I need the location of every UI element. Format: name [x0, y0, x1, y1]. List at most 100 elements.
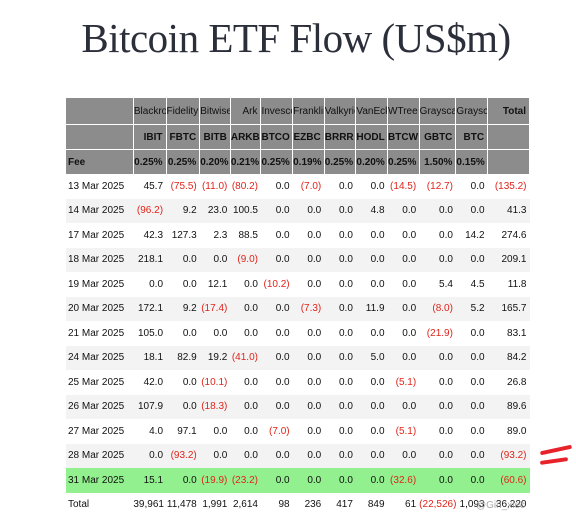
row-total-cell: 165.7: [487, 296, 530, 321]
flow-cell: 0.0: [419, 419, 456, 444]
fee-row: Fee 0.25% 0.25% 0.20% 0.21% 0.25% 0.19% 0.25% 0.…: [66, 149, 530, 174]
corner-cell: [487, 124, 530, 150]
total-row: Total 39,961 11,478 1,991 2,614 98 236 417 849 61…: [66, 492, 530, 517]
row-total-cell: 89.0: [487, 419, 530, 444]
flow-cell: 0.0: [324, 345, 356, 370]
fee-cell: 0.25%: [260, 149, 294, 174]
provider-header: Blackrock: [133, 98, 167, 125]
fee-cell: 0.20%: [355, 149, 389, 174]
flow-cell: 0.0: [324, 468, 356, 493]
flow-cell: 0.0: [260, 468, 293, 493]
ticker-header: BITB: [199, 124, 231, 150]
flow-cell: 0.0: [455, 198, 488, 223]
row-total-cell: 209.1: [487, 247, 530, 272]
row-total-cell: 274.6: [487, 223, 530, 248]
row-total-cell: 89.6: [487, 394, 530, 419]
flow-cell: 11.9: [355, 296, 388, 321]
flow-cell: (12.7): [419, 174, 456, 199]
flow-cell: 0.0: [166, 321, 200, 346]
date-cell: 20 Mar 2025: [66, 296, 134, 321]
total-cell: 36,220: [487, 492, 530, 517]
flow-cell: 0.0: [324, 296, 356, 321]
provider-header: Grayscale: [455, 98, 489, 125]
flow-cell: 0.0: [292, 443, 325, 468]
flow-cell: (14.5): [387, 174, 420, 199]
flow-cell: 0.0: [199, 321, 231, 346]
flow-cell: 0.0: [166, 272, 200, 297]
flow-cell: 0.0: [166, 247, 200, 272]
flow-cell: 42.3: [133, 223, 167, 248]
flow-cell: 97.1: [166, 419, 200, 444]
total-cell: 98: [260, 492, 293, 517]
flow-cell: 0.0: [355, 223, 388, 248]
flow-cell: 0.0: [260, 443, 293, 468]
flow-cell: 0.0: [260, 394, 293, 419]
flow-cell: 0.0: [292, 468, 325, 493]
flow-cell: (5.1): [387, 419, 420, 444]
fee-cell: 1.50%: [419, 149, 457, 174]
table-row: 19 Mar 2025 0.0 0.0 12.1 0.0 (10.2) 0.0 0.0 0.0 0…: [66, 272, 530, 297]
flow-cell: (9.0): [230, 247, 261, 272]
corner-cell: [66, 98, 134, 125]
date-cell: 28 Mar 2025: [66, 443, 134, 468]
flow-cell: 0.0: [260, 247, 293, 272]
flow-cell: (18.3): [199, 394, 231, 419]
total-cell: 236: [292, 492, 325, 517]
flow-cell: (10.1): [199, 370, 231, 395]
date-cell: 19 Mar 2025: [66, 272, 134, 297]
provider-header: Grayscale: [419, 98, 457, 125]
flow-cell: 0.0: [292, 370, 325, 395]
fee-cell: 0.25%: [166, 149, 201, 174]
flow-cell: 0.0: [324, 321, 356, 346]
ticker-header: FBTC: [166, 124, 201, 150]
flow-cell: 14.2: [455, 223, 488, 248]
flow-cell: 127.3: [166, 223, 200, 248]
flow-cell: 0.0: [419, 198, 456, 223]
flow-cell: 0.0: [387, 296, 420, 321]
flow-cell: 0.0: [455, 370, 488, 395]
date-cell: 18 Mar 2025: [66, 247, 134, 272]
table-row: 14 Mar 2025 (96.2) 9.2 23.0 100.5 0.0 0.0 0.0 4.…: [66, 198, 530, 223]
flow-cell: 0.0: [355, 468, 388, 493]
flow-cell: 5.4: [419, 272, 456, 297]
flow-cell: 0.0: [199, 443, 231, 468]
flow-cell: 88.5: [230, 223, 261, 248]
date-cell: 13 Mar 2025: [66, 174, 134, 199]
ticker-header: BTCW: [387, 124, 420, 150]
flow-cell: (10.2): [260, 272, 293, 297]
date-cell: 27 Mar 2025: [66, 419, 134, 444]
flow-cell: 0.0: [355, 272, 388, 297]
flow-cell: 0.0: [419, 247, 456, 272]
flow-cell: 0.0: [355, 370, 388, 395]
flow-cell: 0.0: [355, 443, 388, 468]
flow-cell: 0.0: [230, 321, 261, 346]
flow-cell: 0.0: [455, 419, 488, 444]
row-total-cell: 84.2: [487, 345, 530, 370]
ticker-header: IBIT: [133, 124, 167, 150]
total-cell: (22,526): [419, 492, 456, 517]
flow-cell: 0.0: [419, 370, 456, 395]
table-row: 26 Mar 2025 107.9 0.0 (18.3) 0.0 0.0 0.0 0.0 0.0…: [66, 394, 530, 419]
flow-cell: 0.0: [292, 272, 325, 297]
row-total-cell: (60.6): [487, 468, 530, 493]
flow-cell: 0.0: [199, 419, 231, 444]
fee-cell: 0.19%: [292, 149, 325, 174]
flow-cell: 0.0: [260, 174, 293, 199]
ticker-header: BRRR: [324, 124, 357, 150]
flow-cell: 19.2: [199, 345, 231, 370]
flow-cell: 0.0: [419, 223, 456, 248]
fee-cell: 0.25%: [387, 149, 420, 174]
ticker-header: HODL: [355, 124, 389, 150]
total-row-label: Total: [66, 492, 134, 517]
date-cell: 26 Mar 2025: [66, 394, 134, 419]
flow-cell: 0.0: [166, 394, 200, 419]
ticker-header: GBTC: [419, 124, 457, 150]
table-row: 27 Mar 2025 4.0 97.1 0.0 0.0 (7.0) 0.0 0.0 0.0 (5…: [66, 419, 530, 444]
flow-cell: 0.0: [230, 272, 261, 297]
flow-cell: 4.8: [355, 198, 388, 223]
flow-cell: 0.0: [292, 419, 325, 444]
table-row: 24 Mar 2025 18.1 82.9 19.2 (41.0) 0.0 0.0 0.0 5.…: [66, 345, 530, 370]
flow-cell: 9.2: [166, 296, 200, 321]
flow-cell: 45.7: [133, 174, 167, 199]
flow-cell: 0.0: [260, 370, 293, 395]
